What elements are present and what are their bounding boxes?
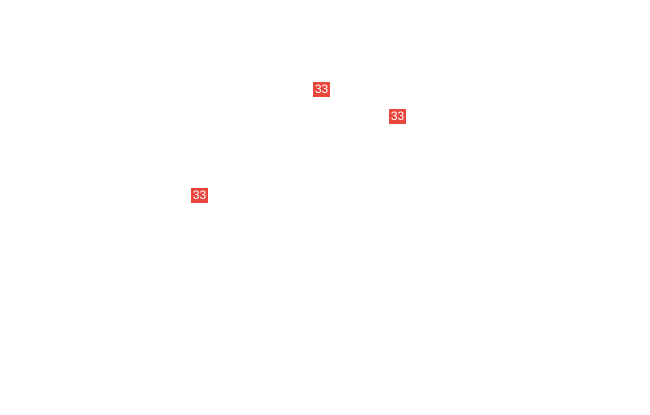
marker-badge[interactable]: 33 — [191, 188, 208, 203]
marker-badge[interactable]: 33 — [313, 82, 330, 97]
marker-badge[interactable]: 33 — [389, 109, 406, 124]
